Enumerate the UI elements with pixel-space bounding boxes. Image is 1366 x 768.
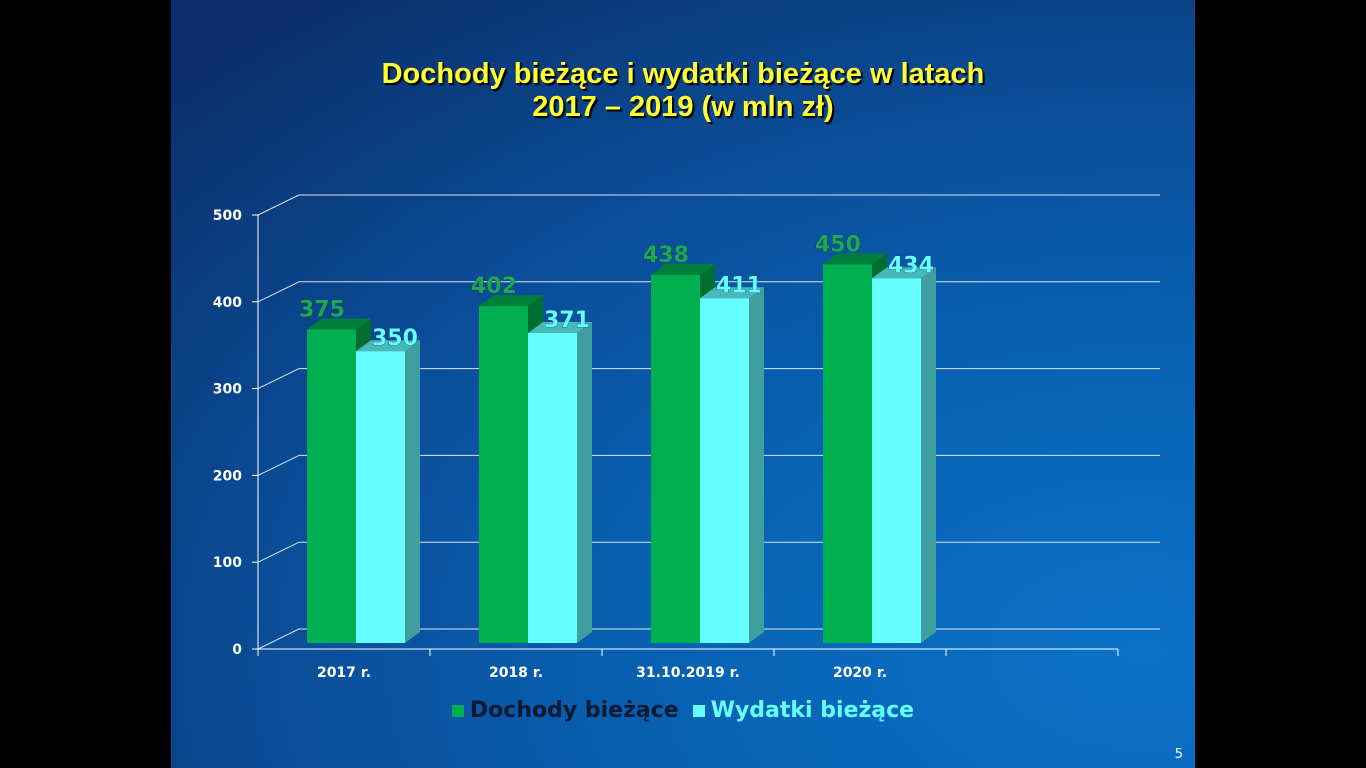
y-tick-label-500: 500 (213, 208, 242, 224)
bar-series-1-0 (356, 351, 405, 643)
grid-diagonal-100 (257, 541, 300, 563)
bar-chart: 0 100 200 300 400 500 375 350 2017 r. 402 371 2018 … (213, 194, 1160, 681)
bar-side-series-1-3 (921, 267, 936, 643)
legend-item-dochody: Dochody bieżące (451, 698, 679, 723)
grid-diagonal-200 (257, 454, 300, 476)
bar-series-0-2 (651, 274, 700, 643)
bar-series-0-1 (479, 306, 528, 643)
grid-diagonal-400 (257, 281, 300, 303)
bar-top-series-1-3 (872, 267, 936, 279)
x-tick-label-1: 2018 r. (489, 665, 543, 681)
grid-diagonal-500 (257, 194, 300, 216)
bar-top-series-0-2 (651, 263, 715, 275)
bar-side-series-1-2 (749, 287, 764, 643)
bar-top-series-1-0 (356, 340, 420, 352)
y-tick-label-200: 200 (213, 468, 242, 484)
bar-series-1-2 (700, 298, 749, 643)
bar-top-series-0-3 (823, 253, 887, 265)
data-label-series-0-3: 450 (815, 232, 861, 257)
bar-series-0-3 (823, 264, 872, 643)
bar-series-1-3 (872, 278, 921, 643)
bar-top-series-0-0 (307, 318, 371, 330)
bar-top-series-1-2 (700, 287, 764, 299)
data-label-series-0-2: 438 (643, 243, 689, 268)
legend-label-dochody: Dochody bieżące (469, 698, 679, 723)
data-label-series-1-0: 350 (372, 326, 418, 351)
chart-title-line-2: 2017 – 2019 (w mln zł) (532, 91, 834, 123)
y-tick-label-400: 400 (213, 295, 242, 311)
bar-top-series-0-1 (479, 295, 543, 307)
bar-series-0-0 (307, 329, 356, 643)
x-tick-label-2: 31.10.2019 r. (636, 665, 740, 681)
chart-title: Dochody bieżące i wydatki bieżące w lata… (171, 58, 1195, 124)
data-label-series-1-1: 371 (544, 308, 590, 333)
bar-side-series-1-1 (577, 321, 592, 643)
data-label-series-0-1: 402 (471, 274, 517, 299)
grid-diagonal-0 (257, 628, 300, 650)
y-tick-label-300: 300 (213, 382, 242, 398)
bar-series-1-1 (528, 332, 577, 643)
x-tick-label-0: 2017 r. (317, 665, 371, 681)
legend: Dochody bieżące Wydatki bieżące (171, 698, 1195, 723)
page-number: 5 (1174, 747, 1183, 762)
legend-swatch-dochody (451, 704, 464, 717)
bar-side-series-1-0 (405, 340, 420, 643)
legend-swatch-wydatki (692, 704, 705, 717)
grid-diagonal-300 (257, 368, 300, 390)
bar-top-series-1-1 (528, 321, 592, 333)
data-label-series-1-3: 434 (888, 253, 934, 278)
y-tick-label-100: 100 (213, 555, 242, 571)
y-tick-label-0: 0 (232, 642, 242, 658)
slide: Dochody bieżące i wydatki bieżące w lata… (171, 0, 1195, 768)
data-label-series-1-2: 411 (716, 273, 762, 298)
x-tick-label-3: 2020 r. (833, 665, 887, 681)
chart-title-line-1: Dochody bieżące i wydatki bieżące w lata… (381, 58, 985, 90)
data-label-series-0-0: 375 (299, 298, 345, 323)
legend-label-wydatki: Wydatki bieżące (710, 698, 915, 723)
legend-item-wydatki: Wydatki bieżące (692, 698, 915, 723)
